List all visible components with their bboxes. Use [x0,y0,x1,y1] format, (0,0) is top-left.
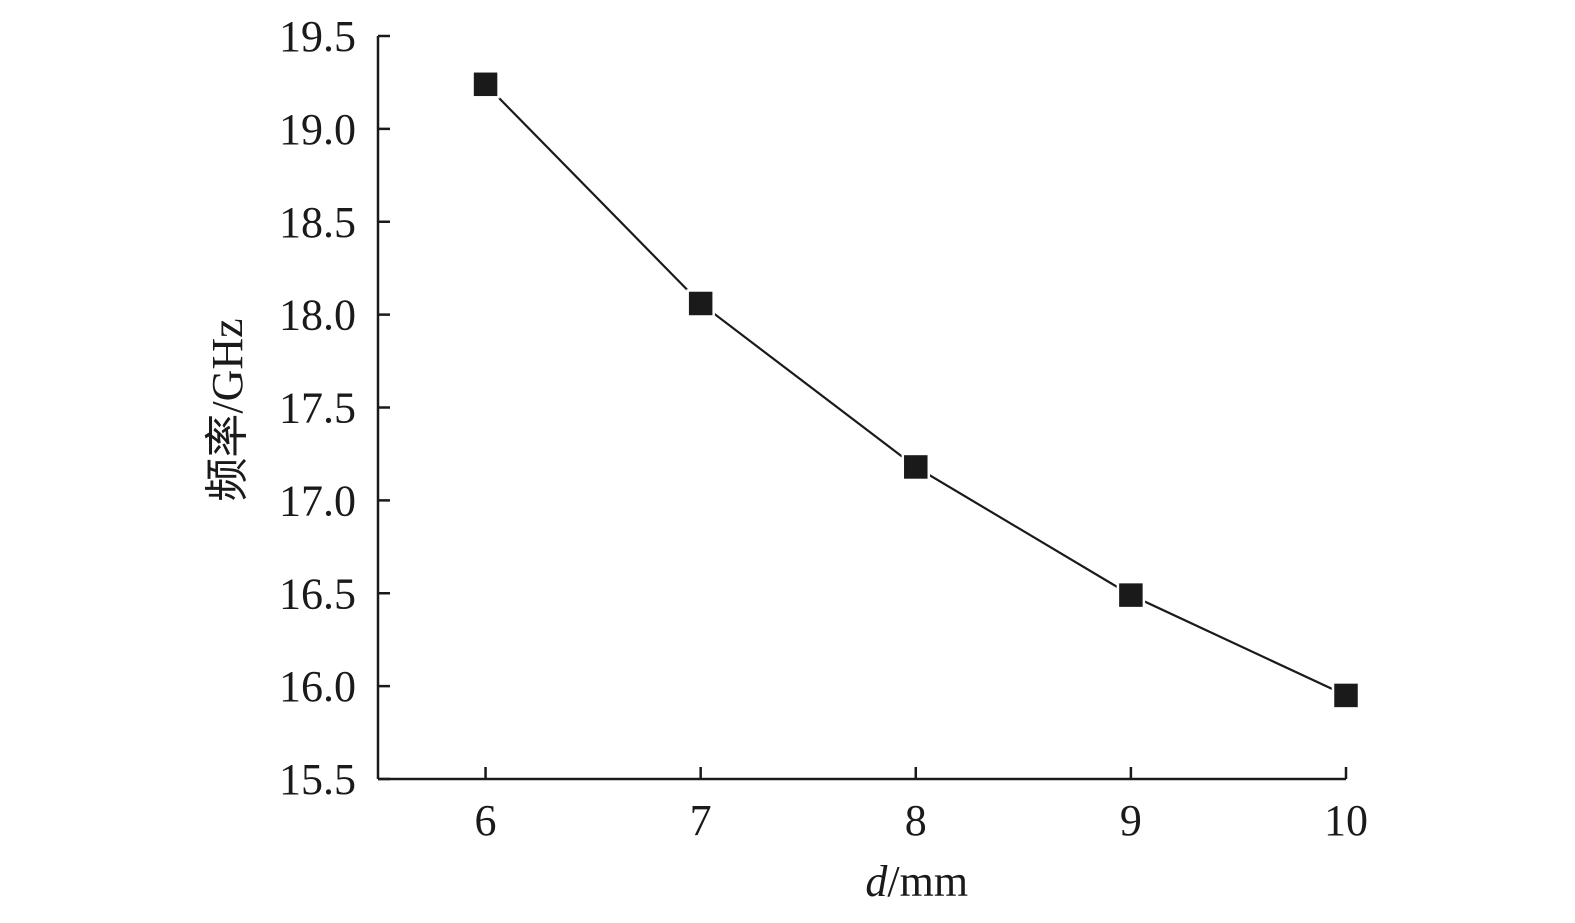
x-tick-label: 10 [1324,796,1368,845]
y-tick-label: 19.0 [279,105,356,154]
y-tick-label: 17.5 [279,384,356,433]
y-tick-label: 18.0 [279,291,356,340]
y-tick-label: 19.5 [279,12,356,61]
series-line [484,83,1347,697]
data-point-marker [471,70,500,99]
data-point-marker [901,452,931,482]
x-axis-ticks: 6 7 8 9 10 [475,767,1368,845]
x-axis-title: d/mm [865,857,968,906]
y-tick-label: 16.0 [279,662,356,711]
data-point-marker [1116,580,1146,610]
x-axis-title-italic: d [865,857,888,906]
y-tick-label: 15.5 [279,755,356,804]
x-tick-label: 9 [1120,796,1142,845]
data-point-marker [686,289,715,318]
x-tick-label: 6 [475,796,497,845]
y-axis-ticks: 15.5 16.0 16.5 17.0 17.5 18.0 18.5 19.0 19.5 [279,12,390,804]
x-tick-label: 7 [690,796,712,845]
y-axis-title: 频率/GHz [203,318,252,501]
axes [376,36,1346,781]
data-point-marker [1331,681,1361,710]
y-tick-label: 16.5 [279,569,356,618]
x-tick-label: 8 [905,796,927,845]
series-layer [471,70,1361,710]
y-tick-label: 18.5 [279,198,356,247]
x-axis-title-unit: /mm [887,857,968,906]
y-tick-label: 17.0 [279,476,356,525]
